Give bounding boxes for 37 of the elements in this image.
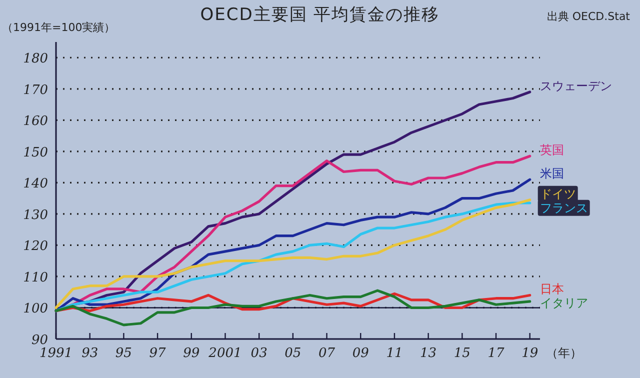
x-tick-label: 93 xyxy=(82,346,98,361)
x-tick-label: 03 xyxy=(250,346,268,361)
line-series xyxy=(54,289,532,326)
y-tick-label: 180 xyxy=(23,52,48,67)
x-tick-label: 95 xyxy=(115,346,132,361)
x-tick-label: 17 xyxy=(488,346,505,361)
x-tick-label: 13 xyxy=(420,346,437,361)
series-label: イタリア xyxy=(540,296,588,310)
y-tick-label: 140 xyxy=(23,176,48,192)
y-tick-label: 120 xyxy=(23,239,48,254)
series-label: スウェーデン xyxy=(540,79,612,94)
x-tick-label: 11 xyxy=(386,346,403,361)
y-tick-label: 90 xyxy=(31,333,48,348)
x-tick-label: 19 xyxy=(522,346,538,361)
x-axis-title: （年） xyxy=(546,346,582,360)
x-tick-label: 1991 xyxy=(39,346,73,361)
y-tick-label: 110 xyxy=(23,270,48,286)
x-tick-label: 05 xyxy=(284,346,302,361)
y-tick-label: 100 xyxy=(23,302,48,317)
y-tick-label: 170 xyxy=(23,82,48,98)
x-tick-label: 97 xyxy=(149,346,167,361)
y-axis-title: （1991年=100実績） xyxy=(2,21,116,34)
x-tick-label: 07 xyxy=(318,346,336,361)
series-label: フランス xyxy=(540,200,588,215)
source-note: 出典 OECD.Stat xyxy=(546,10,631,23)
series-label: 米国 xyxy=(540,166,564,181)
y-tick-label: 160 xyxy=(23,114,48,130)
series-label: 日本 xyxy=(540,282,564,296)
y-tick-label: 130 xyxy=(23,208,48,223)
x-tick-label: 2001 xyxy=(208,346,242,361)
series-label: ドイツ xyxy=(540,186,576,201)
series-label: 英国 xyxy=(540,143,564,158)
x-tick-label: 09 xyxy=(352,346,369,361)
x-tick-label: 15 xyxy=(454,346,470,361)
chart-title: OECD主要国 平均賃金の推移 xyxy=(200,5,440,25)
x-tick-label: 99 xyxy=(183,346,200,361)
y-tick-label: 150 xyxy=(23,145,48,160)
